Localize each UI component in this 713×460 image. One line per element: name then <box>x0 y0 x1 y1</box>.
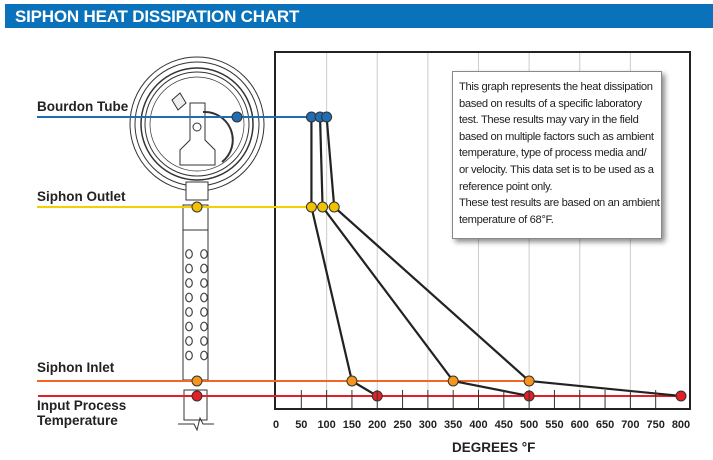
note-line: test. These results may vary in the fiel… <box>459 114 639 127</box>
vent-hole <box>200 263 208 274</box>
x-tick-label: 450 <box>495 419 513 431</box>
vent-hole <box>185 278 193 288</box>
vent-hole <box>185 336 193 346</box>
note-line: These test results are based on an ambie… <box>459 197 660 210</box>
series-line <box>318 116 530 398</box>
x-tick-label: 500 <box>520 419 538 431</box>
data-point <box>328 201 340 213</box>
x-tick-label: 150 <box>343 419 361 431</box>
data-point <box>305 201 317 213</box>
x-tick-label: 600 <box>571 419 589 431</box>
data-point <box>675 390 687 402</box>
gauge-illustration <box>129 56 265 432</box>
illustration-marker <box>231 111 243 123</box>
note-line: based on multiple factors such as ambien… <box>459 130 654 143</box>
x-tick-label: 750 <box>647 419 665 431</box>
vent-hole <box>200 307 208 317</box>
illustration-marker <box>191 375 203 387</box>
vent-hole <box>185 263 193 274</box>
x-tick-label: 0 <box>273 419 279 431</box>
level-label-bourdon: Bourdon Tube <box>37 99 129 114</box>
vent-hole <box>185 350 193 361</box>
vent-hole <box>200 336 208 346</box>
vent-hole <box>200 350 208 361</box>
data-point <box>321 111 333 123</box>
x-tick-label: 250 <box>393 419 411 431</box>
level-label-input: Temperature <box>37 413 118 428</box>
x-tick-label: 700 <box>621 419 639 431</box>
series-line <box>310 117 378 397</box>
info-note: This graph represents the heat dissipati… <box>452 71 662 239</box>
x-tick-label: 300 <box>419 419 437 431</box>
note-line: This graph represents the heat dissipati… <box>459 81 653 93</box>
x-tick-label: 400 <box>469 419 487 431</box>
title-bar: SIPHON HEAT DISSIPATION CHART <box>5 4 713 28</box>
page-title: SIPHON HEAT DISSIPATION CHART <box>15 7 300 26</box>
illustration-marker <box>191 390 203 402</box>
note-line: reference point only. <box>459 180 553 193</box>
x-tick-label: 550 <box>545 419 563 431</box>
data-point <box>447 375 459 387</box>
note-line: based on results of a specific laborator… <box>459 97 642 110</box>
note-line: or velocity. This data set is to be used… <box>459 163 654 176</box>
x-tick-label: 350 <box>444 419 462 431</box>
siphon-vent-holes <box>185 249 208 361</box>
x-tick-label: 650 <box>596 419 614 431</box>
data-point <box>523 375 535 387</box>
illustration-marker <box>191 201 203 213</box>
x-axis-title: DEGREES °F <box>452 440 535 455</box>
level-label-input: Input Process <box>37 398 126 413</box>
x-tick-label: 100 <box>317 419 335 431</box>
level-label-inlet: Siphon Inlet <box>37 360 115 375</box>
vent-hole <box>200 249 208 259</box>
series-line <box>325 116 682 398</box>
vent-hole <box>185 307 193 317</box>
x-tick-label: 50 <box>295 419 307 431</box>
x-tick-label: 800 <box>672 419 690 431</box>
note-line: temperature of 68°F. <box>459 213 554 226</box>
vent-hole <box>200 292 208 303</box>
vent-hole <box>185 292 193 303</box>
data-point <box>346 375 358 387</box>
vent-hole <box>185 249 193 259</box>
vent-hole <box>200 278 208 288</box>
vent-hole <box>185 321 193 332</box>
level-label-outlet: Siphon Outlet <box>37 189 126 204</box>
chart-frame <box>274 51 691 410</box>
x-tick-label: 200 <box>368 419 386 431</box>
data-point <box>317 201 329 213</box>
vent-hole <box>200 321 208 332</box>
note-line: temperature, type of process media and/ <box>459 147 647 160</box>
